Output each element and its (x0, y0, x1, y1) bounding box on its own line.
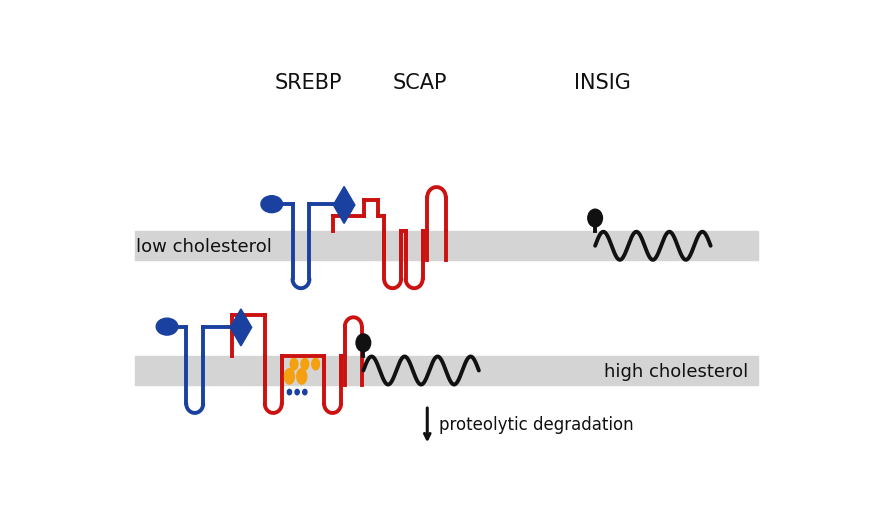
Ellipse shape (303, 389, 307, 395)
Text: proteolytic degradation: proteolytic degradation (439, 415, 634, 433)
Text: high cholesterol: high cholesterol (605, 362, 749, 380)
Text: SREBP: SREBP (274, 73, 341, 93)
Ellipse shape (290, 359, 298, 370)
Ellipse shape (261, 196, 283, 213)
Ellipse shape (284, 369, 295, 384)
Bar (135, 232, 759, 261)
Ellipse shape (287, 389, 291, 395)
Text: low cholesterol: low cholesterol (136, 237, 272, 256)
Ellipse shape (312, 359, 319, 370)
Ellipse shape (356, 334, 371, 352)
Ellipse shape (297, 369, 307, 384)
Ellipse shape (157, 319, 178, 335)
Polygon shape (333, 187, 355, 224)
Bar (135, 356, 759, 385)
Text: INSIG: INSIG (574, 73, 631, 93)
Ellipse shape (588, 210, 603, 228)
Ellipse shape (301, 359, 309, 370)
Polygon shape (230, 309, 252, 346)
Text: SCAP: SCAP (392, 73, 447, 93)
Ellipse shape (295, 389, 299, 395)
